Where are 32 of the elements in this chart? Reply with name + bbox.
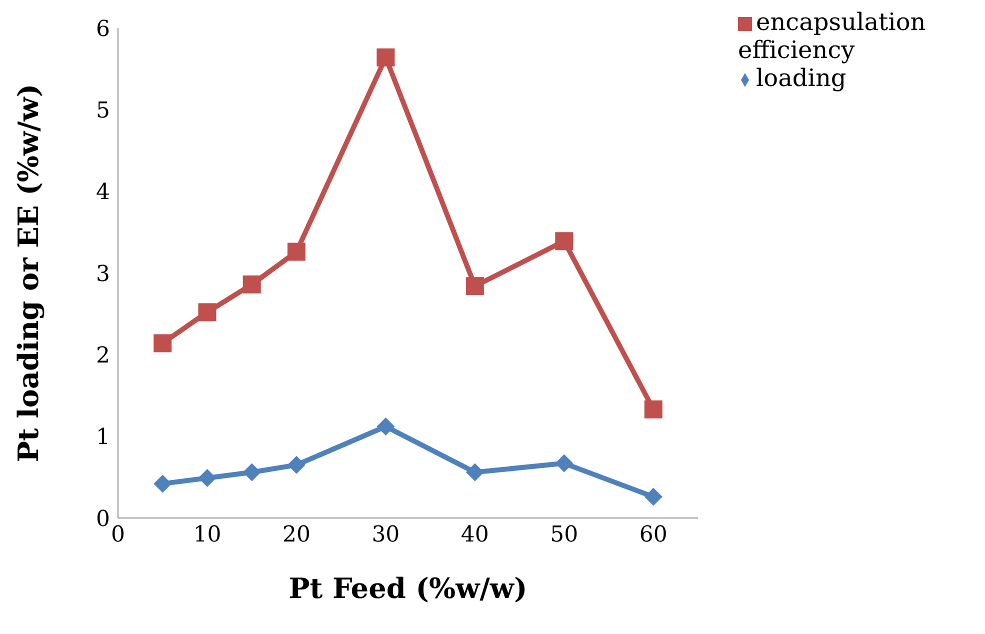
point <box>154 474 172 493</box>
x-axis-title: Pt Feed (%w/w) <box>288 572 528 605</box>
point <box>242 275 261 294</box>
point <box>555 232 574 250</box>
x-tick-label: 10 <box>193 522 222 548</box>
point <box>287 242 306 261</box>
point <box>242 463 261 482</box>
y-tick-label: 3 <box>96 262 110 287</box>
point <box>644 488 662 506</box>
x-tick-label: 20 <box>282 522 310 548</box>
point <box>466 277 484 296</box>
x-tick-label: 40 <box>460 522 489 548</box>
y-tick-label: 1 <box>96 425 110 450</box>
point <box>466 463 484 482</box>
point <box>198 468 216 487</box>
y-tick-label: 5 <box>96 98 110 124</box>
y-axis-title: Pt loading or EE (%w/w) <box>12 84 45 462</box>
point <box>376 48 395 66</box>
y-tick-label: 2 <box>96 343 110 368</box>
x-tick-label: 60 <box>639 522 668 548</box>
point <box>154 334 172 352</box>
point <box>644 400 662 418</box>
point <box>287 456 306 474</box>
point <box>376 418 395 436</box>
legend-label: loading <box>756 64 846 92</box>
x-tick-label: 30 <box>372 522 400 548</box>
point <box>555 454 574 472</box>
y-tick-label: 4 <box>96 180 110 206</box>
x-tick-label: 50 <box>550 522 578 548</box>
y-tick-label: 6 <box>96 16 110 42</box>
y-tick-label: 0 <box>96 506 110 532</box>
point <box>198 303 216 322</box>
